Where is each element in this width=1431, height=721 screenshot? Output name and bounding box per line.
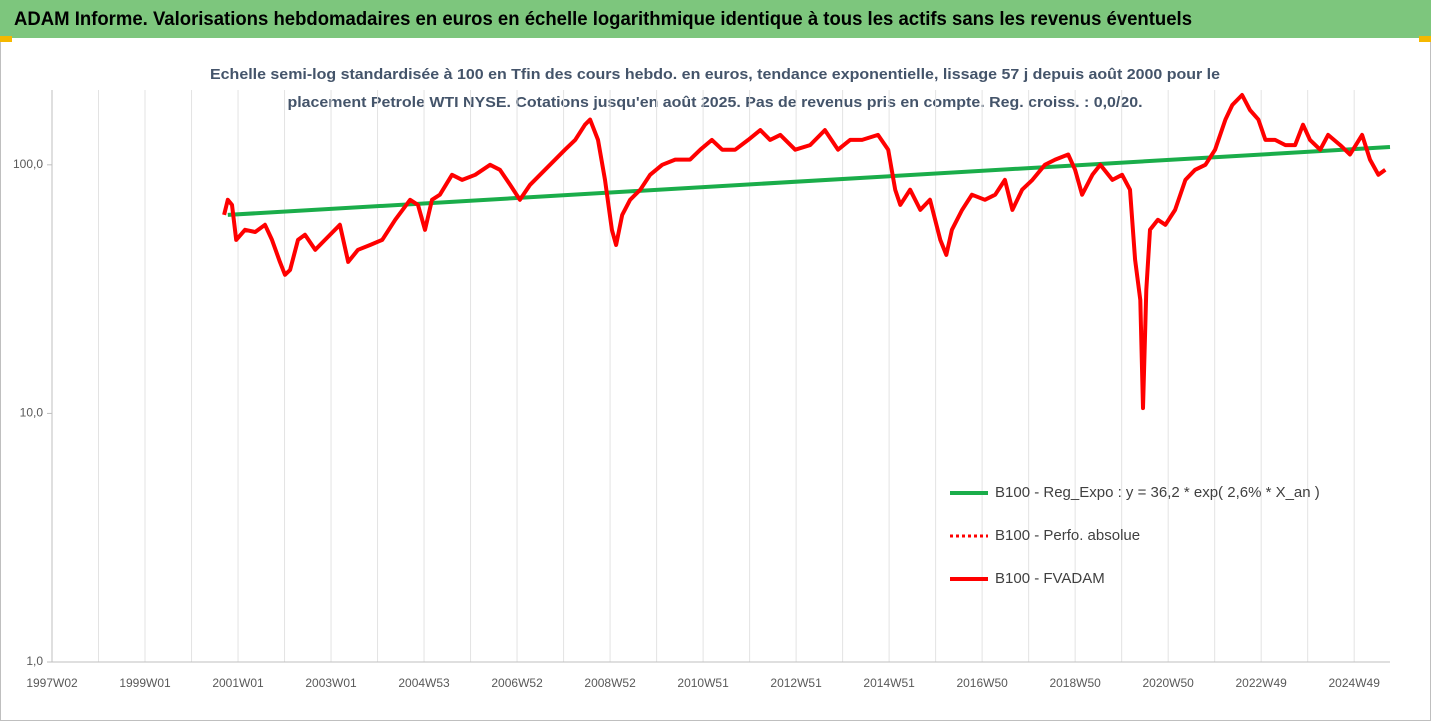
x-tick-label: 2016W50 (956, 676, 1008, 690)
data-line (227, 145, 1391, 217)
data-line (222, 93, 1387, 411)
header-bar (0, 0, 1431, 38)
x-tick-label: 2001W01 (212, 676, 264, 690)
x-tick-label: 2003W01 (305, 676, 357, 690)
y-tick-label: 100,0 (13, 157, 43, 171)
x-tick-label: 2020W50 (1142, 676, 1194, 690)
x-tick-label: 2010W51 (677, 676, 729, 690)
subtitle: placement Petrole WTI NYSE. Cotations ju… (288, 94, 1143, 111)
x-tick-label: 2018W50 (1049, 676, 1101, 690)
x-tick-label: 2008W52 (584, 676, 636, 690)
subtitle: Echelle semi-log standardisée à 100 en T… (210, 66, 1220, 83)
chart-title: ADAM Informe. Valorisations hebdomadaire… (14, 9, 1192, 30)
y-tick-label: 10,0 (20, 406, 44, 420)
x-tick-label: 1997W02 (26, 676, 78, 690)
x-tick-label: 2006W52 (491, 676, 543, 690)
legend-label: B100 - Reg_Expo : y = 36,2 * exp( 2,6% *… (995, 484, 1320, 501)
x-tick-label: 1999W01 (119, 676, 171, 690)
x-tick-label: 2022W49 (1235, 676, 1287, 690)
x-tick-label: 2024W49 (1329, 676, 1381, 690)
legend-label: B100 - Perfo. absolue (995, 527, 1140, 544)
corner (1419, 36, 1431, 42)
x-tick-label: 2012W51 (770, 676, 822, 690)
x-tick-label: 2014W51 (863, 676, 915, 690)
corner (0, 36, 12, 42)
x-tick-label: 2004W53 (398, 676, 450, 690)
y-tick-label: 1,0 (26, 654, 43, 668)
legend-label: B100 - FVADAM (995, 570, 1105, 587)
